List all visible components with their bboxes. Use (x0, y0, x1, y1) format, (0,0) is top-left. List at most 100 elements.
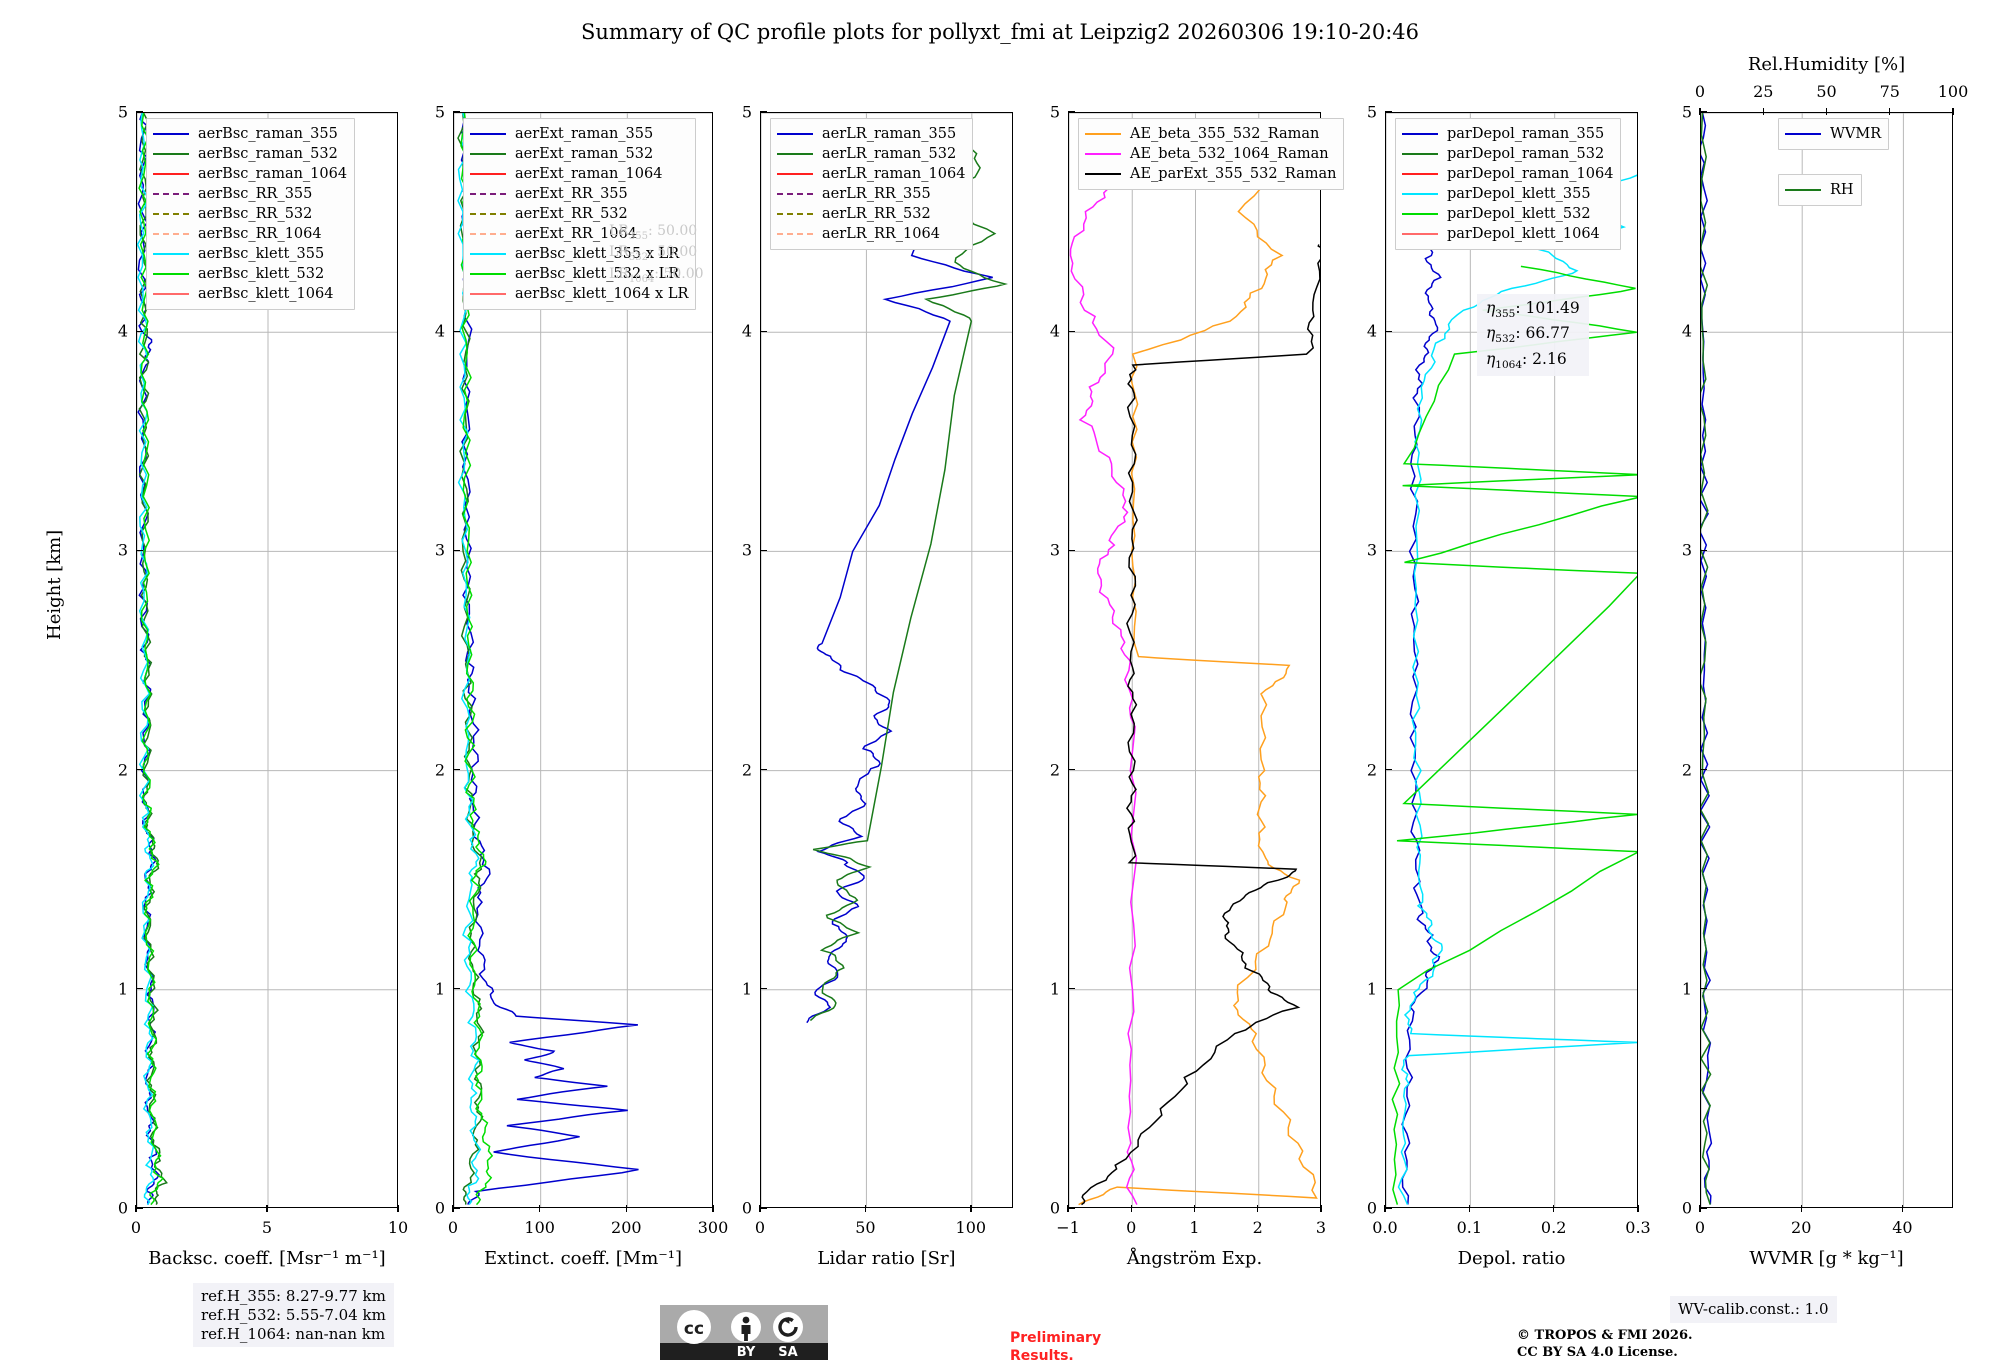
legend-item[interactable]: AE_beta_355_532_Raman (1085, 124, 1336, 144)
x-tick-label: 2 (1252, 1218, 1263, 1237)
legend-item[interactable]: aerLR_raman_1064 (777, 164, 965, 184)
series-line-aerlr-raman-355 (806, 123, 993, 1024)
legend-item[interactable]: aerExt_RR_1064 (470, 224, 688, 244)
legend-depolarization-ratio[interactable]: parDepol_raman_355 parDepol_raman_532 parD… (1395, 118, 1622, 250)
legend-item[interactable]: aerBsc_klett_1064 (153, 284, 347, 304)
legend-item[interactable]: aerExt_RR_532 (470, 204, 688, 224)
legend-item[interactable]: aerBsc_raman_1064 (153, 164, 347, 184)
legend-label: parDepol_klett_532 (1447, 205, 1591, 222)
svg-text:cc: cc (684, 1319, 704, 1339)
legend-item[interactable]: aerBsc_klett_355 (153, 244, 347, 264)
y-tick-mark (136, 549, 143, 552)
cc-license-badge: cc BY SA (660, 1305, 828, 1360)
legend-item[interactable]: aerLR_RR_1064 (777, 224, 965, 244)
legend-item[interactable]: WVMR (1785, 124, 1881, 144)
y-tick-mark (1385, 330, 1392, 332)
legend-item[interactable]: aerBsc_raman_355 (153, 124, 347, 144)
legend-item[interactable]: parDepol_klett_532 (1402, 204, 1613, 224)
legend-label: aerBsc_raman_355 (198, 125, 338, 142)
legend-lidar-ratio[interactable]: aerLR_raman_355 aerLR_raman_532 aerLR_rama… (770, 118, 974, 250)
cc-sa-label: SA (778, 1345, 797, 1360)
y-tick-mark (1385, 988, 1392, 990)
x-tick-mark (1468, 1205, 1471, 1212)
legend-label: aerExt_raman_1064 (515, 165, 663, 182)
y-tick-mark (453, 549, 460, 552)
x-axis-label-lidar-ratio: Lidar ratio [Sr] (817, 1248, 956, 1269)
legend-item[interactable]: aerExt_raman_1064 (470, 164, 688, 184)
legend-label: aerLR_RR_532 (822, 205, 931, 222)
legend-item[interactable]: aerLR_raman_355 (777, 124, 965, 144)
y-tick-mark (760, 768, 767, 771)
legend-item[interactable]: aerBsc_klett_532 (153, 264, 347, 284)
series-line-aerbsc-klett-532 (138, 113, 165, 1206)
y-tick-label: 1 (741, 979, 752, 999)
plot-panel-depolarization-ratio: 0 1 2 3 4 5 0.0 0.1 0.2 0.3 Depol. ratio parDepol_r… (1367, 103, 1651, 1270)
y-tick-mark (1385, 1207, 1392, 1209)
lidar-ratio-assumption-annotation: LR355: 50.00 LR532: 50.00 LR1064: 50.00 (601, 218, 712, 290)
x-tick-label: 100 (955, 1218, 987, 1237)
y-tick-label: 5 (1049, 102, 1060, 122)
series-line-ae-parext-355-532-raman (1081, 244, 1320, 1206)
legend-item[interactable]: aerExt_raman_355 (470, 124, 688, 144)
legend-angstrom-exponent[interactable]: AE_beta_355_532_Raman AE_beta_532_1064_Ra… (1078, 118, 1345, 190)
legend-item[interactable]: aerBsc_klett_1064 x LR (470, 284, 688, 304)
x-tick-label: 3 (1315, 1218, 1327, 1237)
legend-item[interactable]: AE_parExt_355_532_Raman (1085, 164, 1336, 184)
series-line-pardepol-raman-355 (1401, 232, 1442, 1205)
legend-item[interactable]: aerBsc_klett_532 x LR (470, 264, 688, 284)
legend-item[interactable]: parDepol_klett_1064 (1402, 224, 1613, 244)
x-tick-mark (452, 1205, 454, 1212)
legend-item[interactable]: aerBsc_raman_532 (153, 144, 347, 164)
y-tick-mark (136, 1207, 143, 1209)
legend-item[interactable]: aerLR_RR_532 (777, 204, 965, 224)
cc-by-label: BY (737, 1345, 756, 1360)
y-tick-label: 4 (1366, 321, 1377, 341)
legend-label: aerLR_raman_532 (822, 145, 957, 162)
eta-calibration-annotation: η355: 101.49 η532: 66.77 η1064: 2.16 (1477, 294, 1589, 376)
axes-area-lidar-ratio (760, 112, 1013, 1208)
y-tick-label: 1 (117, 979, 128, 999)
y-tick-label: 5 (434, 102, 445, 122)
legend-item[interactable]: aerLR_raman_532 (777, 144, 965, 164)
legend-item[interactable]: aerBsc_RR_1064 (153, 224, 347, 244)
lr-annotation-line: LR532: 50.00 (609, 244, 698, 264)
y-tick-mark (136, 330, 143, 332)
x-tick-mark (397, 1205, 399, 1212)
y-tick-label: 2 (1366, 760, 1377, 780)
legend-item[interactable]: aerBsc_RR_355 (153, 184, 347, 204)
legend-label: RH (1830, 181, 1854, 198)
y-tick-mark (760, 1207, 767, 1209)
series-line-ae-beta-355-532-raman (1078, 156, 1318, 1206)
x-axis-label-water-vapour: WVMR [g * kg⁻¹] (1749, 1248, 1904, 1269)
legend-item[interactable]: aerBsc_RR_532 (153, 204, 347, 224)
plot-panel-lidar-ratio: 0 1 2 3 4 5 0 50 100 Lidar ratio [Sr] aerLR_raman_… (742, 103, 1013, 1269)
legend-item[interactable]: parDepol_klett_355 (1402, 184, 1613, 204)
y-tick-label: 2 (1049, 760, 1060, 780)
y-tick-label: 2 (117, 760, 128, 780)
series-line-aerbsc-raman-355 (137, 113, 161, 1205)
x-tick-label: 0 (1126, 1218, 1137, 1237)
legend-item[interactable]: aerExt_raman_532 (470, 144, 688, 164)
y-tick-label: 4 (741, 321, 752, 341)
legend-backscatter[interactable]: aerBsc_raman_355 aerBsc_raman_532 aerBsc_r… (146, 118, 356, 310)
legend-item[interactable]: aerLR_RR_355 (777, 184, 965, 204)
legend-item[interactable]: parDepol_raman_1064 (1402, 164, 1613, 184)
legend-water-vapour-wvmr[interactable]: WVMR (1778, 118, 1890, 150)
legend-item[interactable]: AE_beta_532_1064_Raman (1085, 144, 1336, 164)
y-tick-mark (1700, 768, 1707, 771)
legend-item[interactable]: parDepol_raman_532 (1402, 144, 1613, 164)
y-tick-mark (136, 111, 143, 113)
top-x-tick-mark (1699, 108, 1701, 115)
x-tick-mark (712, 1205, 714, 1212)
x-tick-mark (1800, 1205, 1802, 1212)
legend-item[interactable]: aerBsc_klett_355 x LR (470, 244, 688, 264)
legend-item[interactable]: parDepol_raman_355 (1402, 124, 1613, 144)
legend-extinction[interactable]: aerExt_raman_355 aerExt_raman_532 aerExt_r… (463, 118, 697, 310)
x-tick-mark (759, 1205, 761, 1212)
y-tick-label: 0 (1681, 1198, 1692, 1218)
wv-calibration-constant: WV-calib.const.: 1.0 (1670, 1296, 1837, 1323)
legend-water-vapour-rh[interactable]: RH (1778, 174, 1862, 206)
legend-item[interactable]: aerExt_RR_355 (470, 184, 688, 204)
plot-panel-angstrom-exponent: 0 1 2 3 4 5 −1 0 1 2 3 Ångström Exp. AE_beta_355_532… (1050, 103, 1345, 1269)
legend-item[interactable]: RH (1785, 180, 1854, 200)
